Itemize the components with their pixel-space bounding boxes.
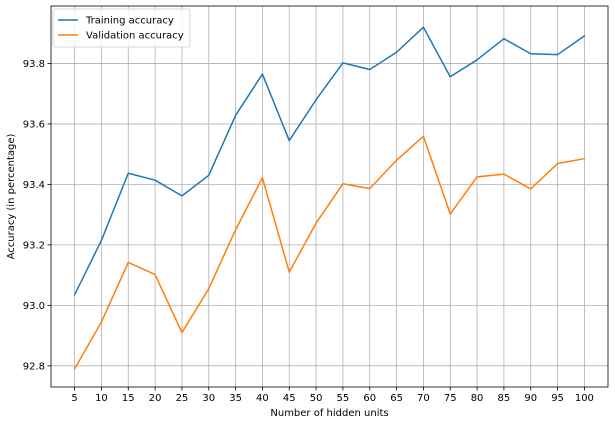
y-tick-label: 93.2 xyxy=(23,240,45,251)
x-tick-label: 65 xyxy=(390,393,403,404)
x-tick-label: 25 xyxy=(176,393,189,404)
y-tick-label: 93.6 xyxy=(23,119,45,130)
legend-entry: Validation accuracy xyxy=(86,31,184,42)
x-tick-label: 55 xyxy=(337,393,350,404)
x-tick-label: 50 xyxy=(310,393,323,404)
x-tick-label: 90 xyxy=(524,393,537,404)
series-line-1 xyxy=(73,135,586,370)
x-tick-label: 15 xyxy=(122,393,135,404)
x-tick-label: 75 xyxy=(444,393,457,404)
x-tick-label: 30 xyxy=(202,393,215,404)
x-tick-label: 40 xyxy=(256,393,269,404)
x-tick-label: 20 xyxy=(149,393,162,404)
legend-box xyxy=(52,8,191,48)
x-tick-label: 85 xyxy=(498,393,511,404)
x-tick-label: 80 xyxy=(471,393,484,404)
legend-entry: Training accuracy xyxy=(85,16,174,27)
x-tick-label: 35 xyxy=(229,393,242,404)
x-tick-label: 100 xyxy=(575,393,594,404)
x-tick-label: 95 xyxy=(551,393,564,404)
x-tick-label: 5 xyxy=(71,393,77,404)
y-tick-label: 93.0 xyxy=(23,301,45,312)
x-tick-label: 70 xyxy=(417,393,430,404)
series-line-0 xyxy=(73,26,586,296)
y-axis: 92.8 93.0 93.2 93.4 93.6 93.8 xyxy=(23,59,51,372)
y-tick-label: 92.8 xyxy=(23,361,45,372)
x-tick-label: 60 xyxy=(363,393,376,404)
x-axis: 5 10 15 20 25 30 35 40 45 50 55 60 65 70 75 80 85 90 95 100 xyxy=(71,387,594,404)
series-lines xyxy=(73,26,586,370)
plot-frame xyxy=(50,5,609,388)
x-tick-label: 45 xyxy=(283,393,296,404)
grid-lines xyxy=(51,6,608,387)
y-tick-label: 93.4 xyxy=(23,180,45,191)
y-axis-label: Accuracy (in percentage) xyxy=(6,133,17,259)
x-axis-label: Number of hidden units xyxy=(270,408,388,419)
x-tick-label: 10 xyxy=(95,393,108,404)
legend: Training accuracy Validation accuracy xyxy=(52,8,191,48)
y-tick-label: 93.8 xyxy=(23,59,45,70)
